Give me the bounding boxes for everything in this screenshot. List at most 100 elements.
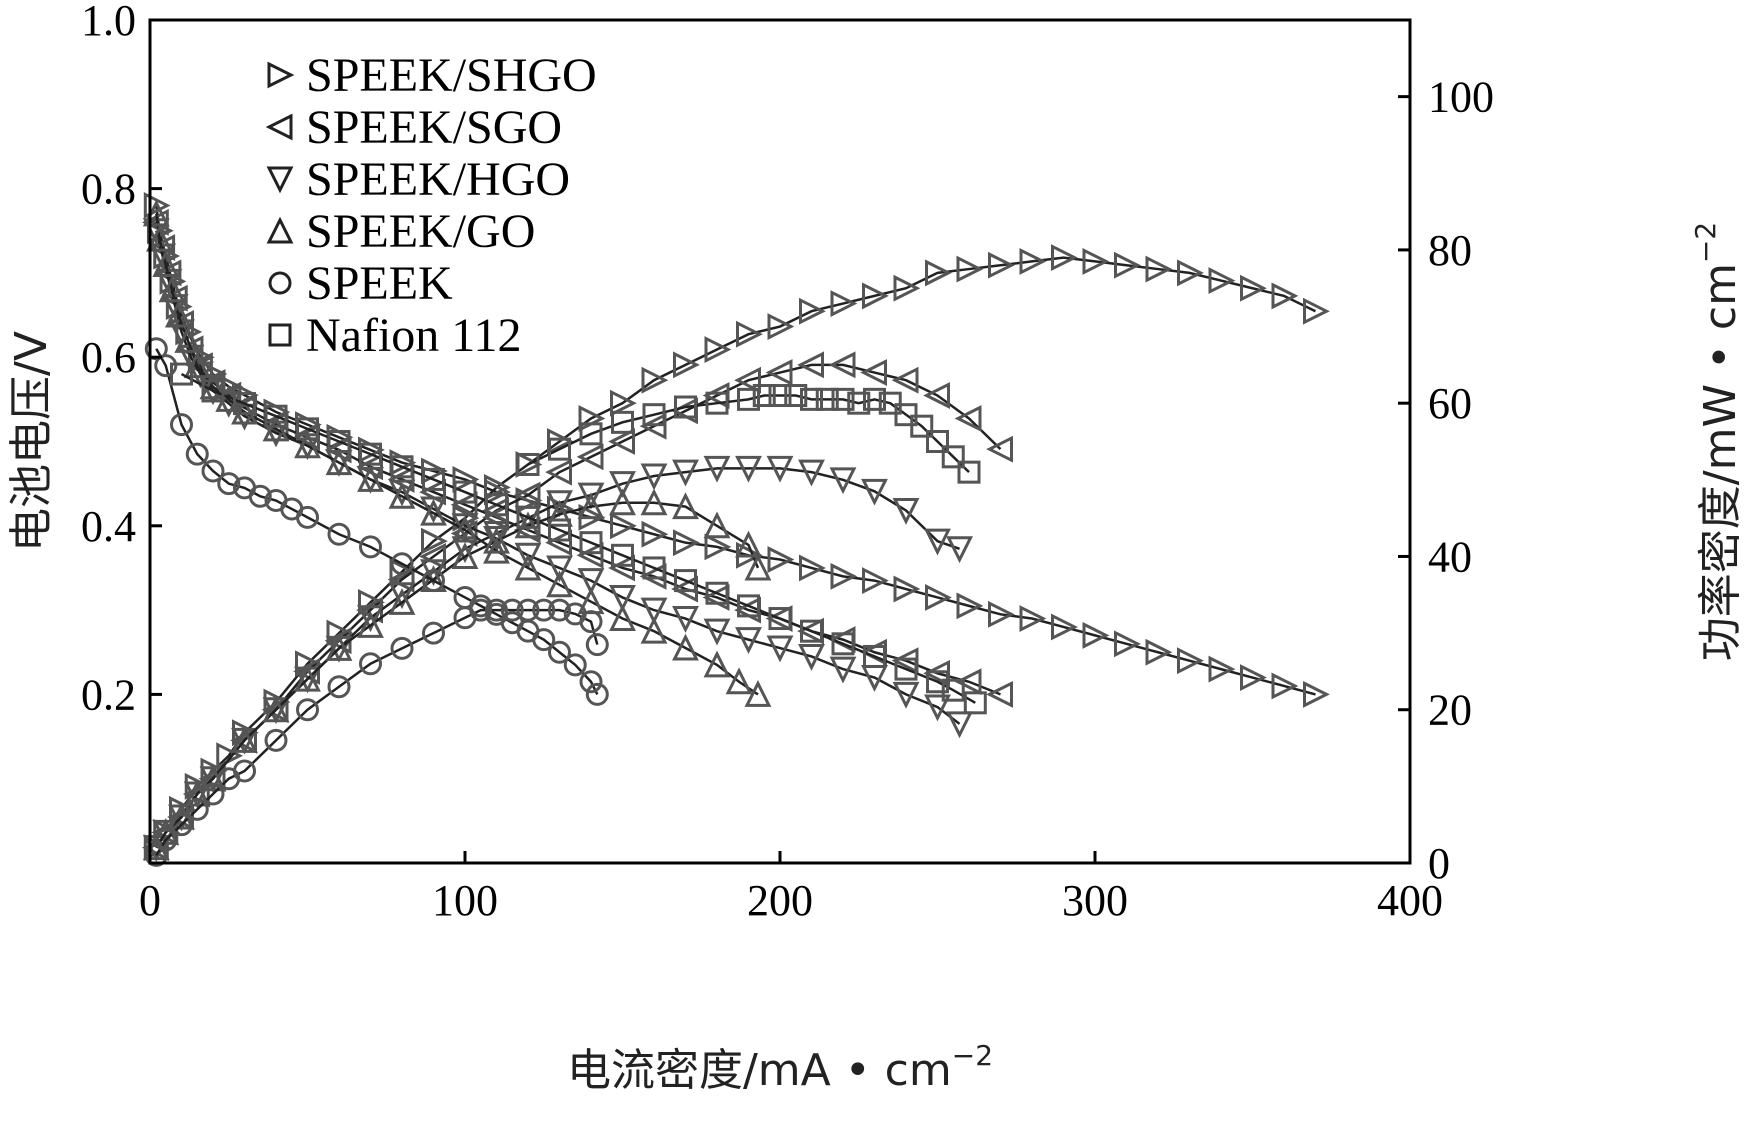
- y-right-tick-label: 80: [1428, 226, 1472, 275]
- power-point: [862, 282, 889, 310]
- voltage-point: [514, 542, 542, 570]
- voltage-curve: [155, 348, 599, 695]
- power-point: [1019, 247, 1047, 275]
- voltage-point: [450, 491, 478, 519]
- power-point: [185, 797, 209, 821]
- voltage-point: [296, 417, 319, 441]
- power-point: [1303, 297, 1330, 325]
- power-point: [784, 384, 808, 408]
- voltage-point: [217, 472, 241, 496]
- power-point: [986, 435, 1013, 463]
- y-left-tick-label: 0.4: [81, 502, 136, 551]
- power-point: [516, 452, 540, 476]
- voltage-point: [608, 554, 635, 582]
- power-point: [516, 598, 540, 622]
- series-group: [144, 337, 609, 867]
- voltage-curve: [155, 213, 759, 696]
- voltage-point: [642, 556, 666, 580]
- voltage-point: [514, 553, 542, 581]
- x-tick-label: 300: [1062, 876, 1128, 925]
- legend-label: SPEEK/GO: [306, 205, 535, 258]
- voltage-point: [359, 442, 382, 466]
- voltage-point: [1082, 621, 1110, 649]
- power-point: [925, 259, 952, 287]
- power-point: [672, 459, 699, 487]
- power-point: [988, 251, 1015, 279]
- voltage-point: [725, 667, 753, 695]
- voltage-point: [1019, 605, 1047, 632]
- y-right-tick-label: 40: [1428, 532, 1472, 581]
- power-point: [233, 759, 256, 783]
- power-point: [231, 726, 258, 753]
- voltage-point: [766, 635, 794, 663]
- voltage-point: [1051, 613, 1078, 641]
- legend: SPEEK/SHGOSPEEK/SGOSPEEK/HGOSPEEK/GOSPEE…: [265, 49, 597, 362]
- voltage-point: [296, 505, 319, 529]
- power-point: [766, 455, 794, 483]
- power-point: [924, 528, 951, 556]
- power-point: [294, 664, 321, 692]
- power-point: [359, 652, 382, 676]
- power-point: [545, 458, 572, 486]
- legend-label: Nafion 112: [306, 309, 522, 362]
- voltage-point: [185, 442, 209, 466]
- legend-marker: [266, 216, 294, 244]
- voltage-point: [926, 670, 949, 694]
- voltage-point: [532, 628, 556, 652]
- legend-marker: [266, 166, 294, 194]
- power-point: [483, 526, 510, 554]
- power-point: [611, 410, 634, 434]
- voltage-point: [388, 481, 416, 509]
- voltage-point: [174, 325, 202, 353]
- voltage-point: [154, 354, 178, 378]
- power-point: [831, 387, 855, 411]
- voltage-point: [485, 493, 508, 517]
- power-point: [500, 598, 524, 622]
- voltage-point: [327, 522, 351, 546]
- voltage-point: [735, 627, 762, 654]
- power-point: [815, 387, 839, 411]
- power-point: [705, 391, 729, 415]
- power-point: [1271, 282, 1299, 310]
- voltage-point: [453, 480, 477, 504]
- power-point: [640, 488, 668, 516]
- y-left-tick-label: 0.6: [81, 333, 136, 382]
- power-point: [674, 395, 697, 419]
- power-point: [421, 527, 448, 555]
- power-point: [577, 482, 605, 510]
- voltage-point: [863, 644, 886, 668]
- power-point: [861, 478, 888, 506]
- voltage-point: [925, 584, 952, 611]
- y-left-axis-title: 电池电压/V: [6, 331, 57, 552]
- series-group: [170, 362, 987, 715]
- voltage-point: [248, 484, 272, 508]
- power-point: [957, 460, 981, 484]
- voltage-point: [798, 643, 825, 671]
- power-point: [608, 428, 635, 455]
- power-point: [954, 405, 982, 432]
- legend-label: SPEEK/SGO: [306, 101, 562, 154]
- voltage-point: [1303, 680, 1330, 708]
- voltage-point: [1114, 630, 1141, 658]
- voltage-point: [768, 607, 792, 631]
- voltage-point: [548, 640, 571, 664]
- power-point: [484, 474, 511, 501]
- voltage-point: [1145, 638, 1173, 666]
- voltage-point: [545, 529, 572, 557]
- x-tick-label: 400: [1377, 876, 1443, 925]
- voltage-point: [546, 555, 573, 583]
- y-left-tick-label: 0.8: [81, 165, 136, 214]
- power-point: [910, 414, 934, 438]
- power-point: [230, 726, 257, 754]
- y-left-tick-label: 0.2: [81, 670, 136, 719]
- y-right-tick-label: 100: [1428, 73, 1494, 122]
- voltage-point: [201, 379, 225, 403]
- voltage-point: [563, 653, 587, 677]
- series-group: [141, 208, 1013, 862]
- voltage-point: [893, 575, 921, 603]
- power-point: [1240, 274, 1267, 302]
- power-point: [829, 467, 857, 495]
- voltage-point: [988, 600, 1015, 628]
- axis-ticks: 0 100 200 300 400 0.2 0.4 0.6 0.8 1.0 0 20 40 60 80 100: [81, 0, 1494, 925]
- voltage-point: [609, 604, 636, 632]
